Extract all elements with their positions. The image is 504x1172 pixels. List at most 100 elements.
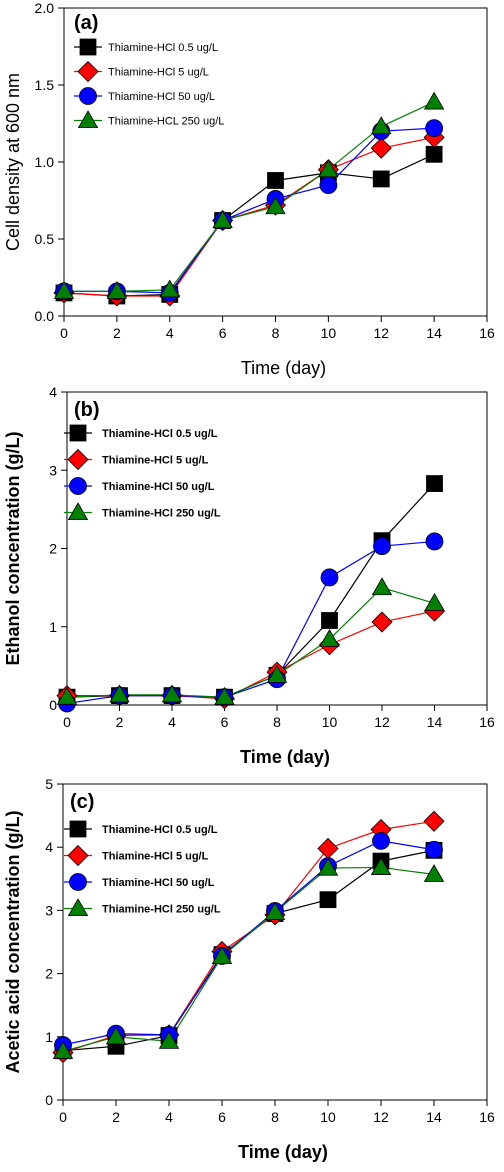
y-tick-label: 3 bbox=[45, 902, 53, 918]
data-point-triangle bbox=[53, 281, 75, 299]
y-tick-label: 0 bbox=[49, 697, 57, 713]
legend-marker-square bbox=[69, 820, 87, 838]
legend-label: Thiamine-HCl 250 ug/L bbox=[102, 508, 221, 520]
x-tick-label: 16 bbox=[479, 325, 495, 341]
x-tick-label: 8 bbox=[271, 1109, 279, 1125]
data-point-triangle bbox=[158, 1030, 180, 1049]
data-point-triangle bbox=[161, 684, 183, 703]
y-tick-label: 0.0 bbox=[35, 308, 55, 324]
y-tick-label: 5 bbox=[45, 776, 53, 792]
data-point-square bbox=[372, 170, 390, 188]
x-tick-label: 6 bbox=[218, 1109, 226, 1125]
panel-label: (b) bbox=[74, 399, 100, 421]
data-point-triangle bbox=[212, 210, 233, 229]
legend-marker-diamond bbox=[77, 60, 99, 83]
x-tick-label: 4 bbox=[166, 325, 174, 341]
x-tick-label: 12 bbox=[374, 714, 390, 730]
data-point-triangle bbox=[211, 946, 233, 965]
series-line-triangle bbox=[62, 866, 435, 1052]
plot-frame bbox=[63, 7, 488, 317]
series-line-triangle bbox=[66, 586, 435, 698]
data-point-circle bbox=[425, 532, 444, 551]
data-point-triangle bbox=[319, 628, 340, 647]
legend-marker-triangle bbox=[67, 898, 89, 917]
legend-label: Thiamine-HCl 5 ug/L bbox=[102, 455, 209, 467]
y-tick-label: 2 bbox=[49, 541, 57, 557]
x-tick-label: 16 bbox=[479, 714, 495, 730]
data-point-triangle bbox=[423, 91, 445, 110]
y-tick-label: 0.5 bbox=[35, 231, 55, 247]
legend-label: Thiamine-HCl 0.5 ug/L bbox=[102, 824, 218, 836]
x-tick-label: 6 bbox=[221, 714, 229, 730]
data-point-triangle bbox=[159, 279, 180, 298]
y-tick-label: 1.5 bbox=[35, 77, 55, 93]
x-tick-label: 0 bbox=[63, 714, 71, 730]
x-tick-label: 0 bbox=[60, 325, 68, 341]
data-point-diamond bbox=[317, 837, 339, 860]
legend-marker-circle bbox=[79, 87, 97, 105]
y-tick-label: 4 bbox=[49, 384, 57, 400]
legend-label: Thiamine-HCl 250 ug/L bbox=[102, 904, 221, 916]
x-tick-label: 4 bbox=[165, 1109, 173, 1125]
data-point-triangle bbox=[264, 901, 286, 920]
legend-label: Thiamine-HCl 0.5 ug/L bbox=[102, 428, 218, 440]
legend-label: Thiamine-HCl 50 ug/L bbox=[102, 481, 215, 493]
legend-label: Thiamine-HCl 5 ug/L bbox=[108, 67, 209, 79]
data-point-diamond bbox=[423, 810, 445, 832]
data-point-triangle bbox=[265, 196, 286, 215]
x-tick-label: 12 bbox=[373, 325, 389, 341]
x-tick-label: 4 bbox=[168, 714, 176, 730]
series-line-diamond bbox=[63, 136, 435, 297]
x-tick-label: 10 bbox=[320, 1109, 336, 1125]
y-tick-label: 0 bbox=[45, 1092, 53, 1108]
legend-label: Thiamine-HCL 250 ug/L bbox=[108, 116, 224, 128]
data-point-triangle bbox=[318, 159, 339, 178]
legend-label: Thiamine-HCl 5 ug/L bbox=[102, 851, 209, 863]
y-tick-label: 3 bbox=[49, 462, 57, 478]
x-axis-title: Time (day) bbox=[241, 358, 326, 378]
y-tick-label: 1 bbox=[49, 619, 57, 635]
data-point-triangle bbox=[109, 684, 130, 703]
data-point-circle bbox=[320, 568, 339, 587]
x-tick-label: 8 bbox=[272, 325, 280, 341]
y-axis-title: Acetic acid concentration (g/L) bbox=[3, 810, 23, 1073]
x-tick-label: 10 bbox=[322, 714, 338, 730]
data-point-diamond bbox=[370, 137, 392, 159]
data-point-square bbox=[319, 891, 337, 909]
data-point-diamond bbox=[371, 611, 393, 633]
x-tick-label: 2 bbox=[116, 714, 124, 730]
data-point-circle bbox=[319, 176, 338, 195]
panel-label: (a) bbox=[74, 12, 98, 34]
legend-label: Thiamine-HCl 50 ug/L bbox=[108, 91, 215, 103]
legend-marker-diamond bbox=[67, 844, 89, 867]
data-point-triangle bbox=[106, 281, 128, 299]
legend-marker-triangle bbox=[67, 502, 89, 521]
y-axis-title: Ethanol concentration (g/L) bbox=[3, 432, 23, 666]
legend-marker-diamond bbox=[67, 448, 89, 471]
data-point-square bbox=[321, 612, 338, 629]
y-tick-label: 4 bbox=[45, 839, 53, 855]
data-point-square bbox=[425, 145, 443, 163]
x-tick-label: 10 bbox=[321, 325, 337, 341]
data-point-triangle bbox=[56, 686, 78, 705]
data-point-triangle bbox=[370, 857, 392, 875]
legend-label: Thiamine-HCl 50 ug/L bbox=[102, 877, 215, 889]
x-tick-label: 14 bbox=[426, 325, 442, 341]
panel-label: (c) bbox=[70, 791, 94, 813]
data-point-triangle bbox=[266, 664, 288, 683]
x-tick-label: 6 bbox=[219, 325, 227, 341]
legend-label: Thiamine-HCl 0.5 ug/L bbox=[108, 42, 218, 54]
data-point-circle bbox=[425, 119, 444, 138]
data-point-square bbox=[426, 475, 443, 492]
data-point-triangle bbox=[424, 592, 445, 611]
data-point-circle bbox=[372, 831, 390, 850]
x-tick-label: 2 bbox=[113, 325, 121, 341]
data-point-triangle bbox=[214, 686, 235, 705]
data-point-triangle bbox=[317, 857, 339, 876]
x-axis-title: Time (day) bbox=[240, 747, 330, 767]
data-point-triangle bbox=[105, 1026, 127, 1045]
x-tick-label: 12 bbox=[373, 1109, 389, 1125]
x-tick-label: 14 bbox=[426, 1109, 442, 1125]
